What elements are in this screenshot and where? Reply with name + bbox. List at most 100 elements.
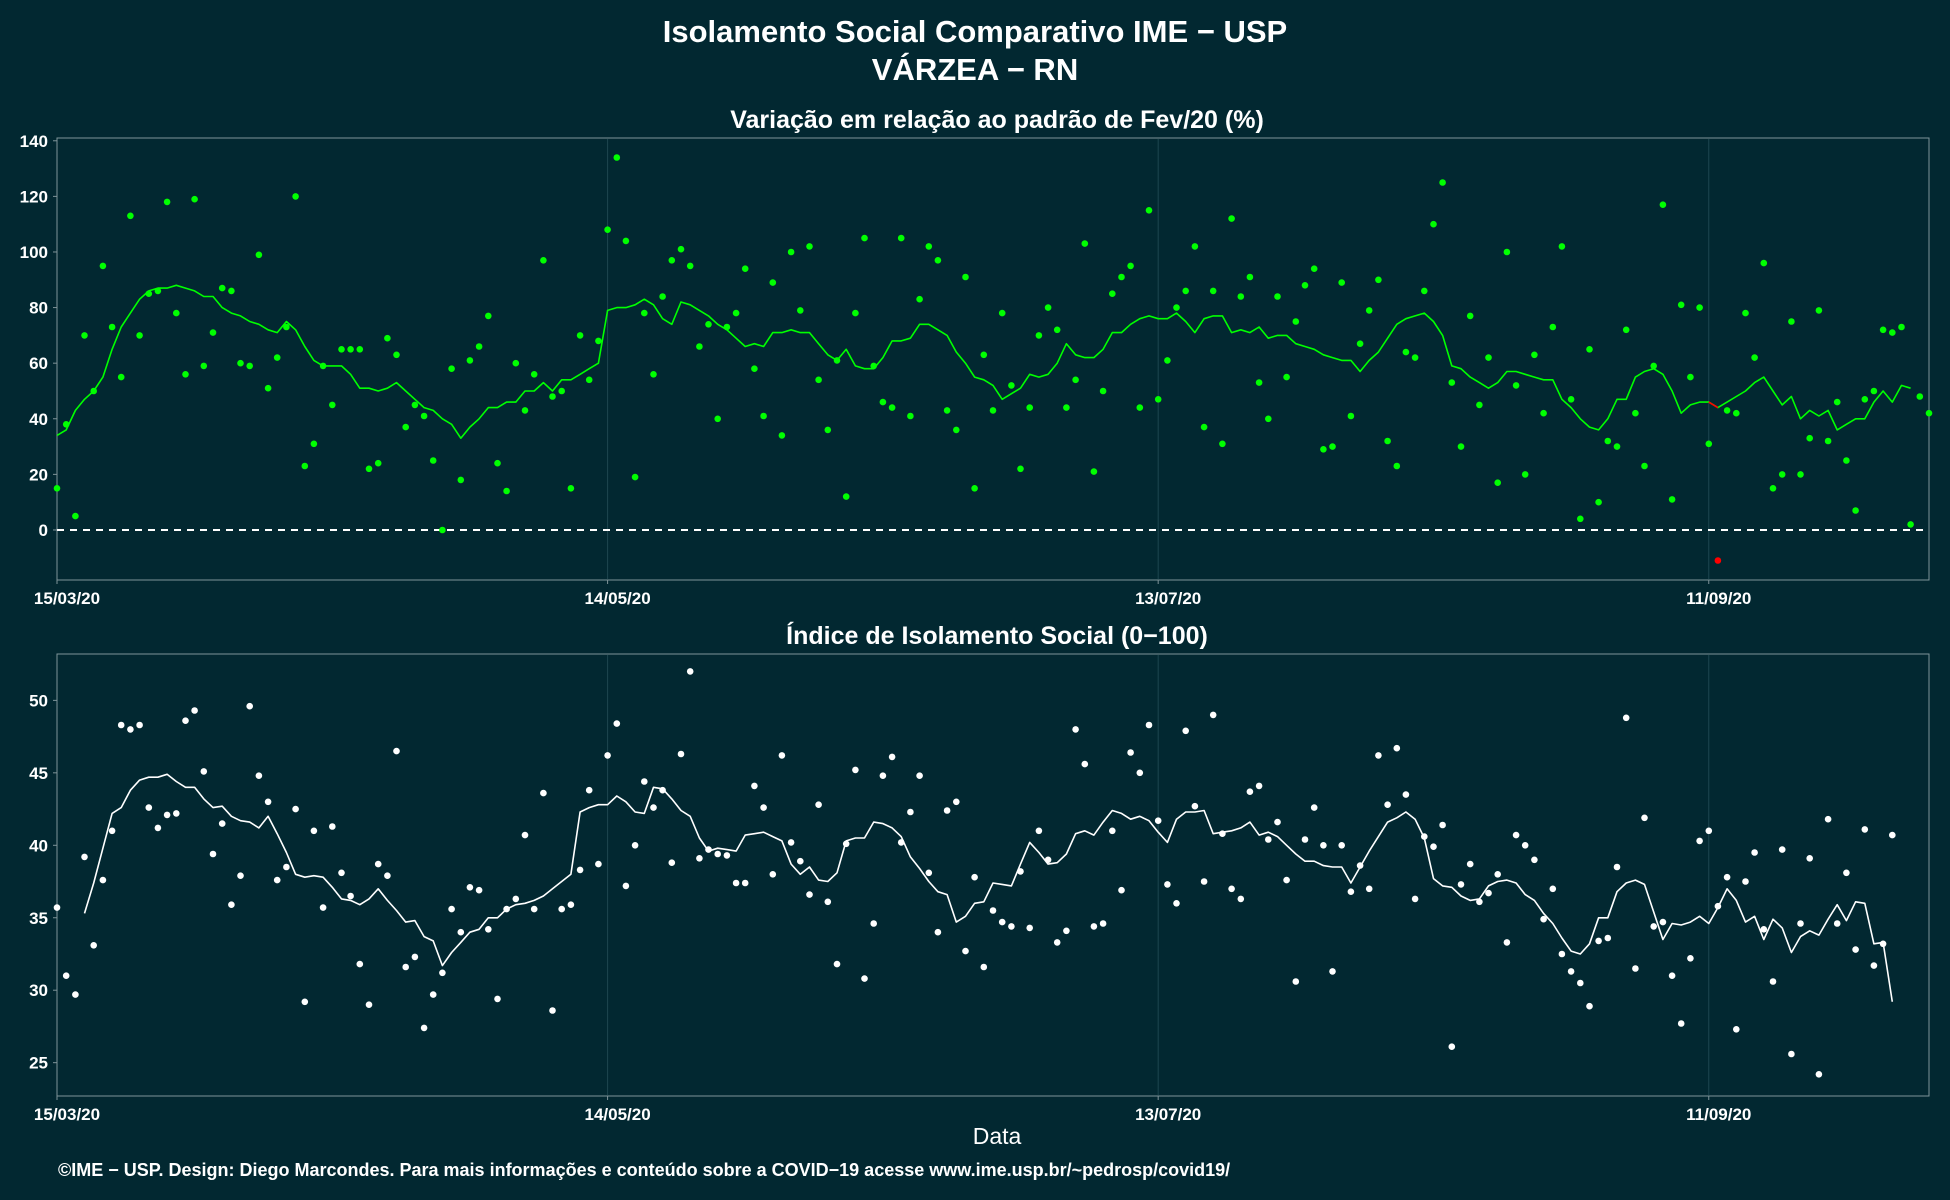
data-point [705, 321, 712, 328]
data-point [72, 991, 79, 998]
data-point [466, 357, 474, 364]
data-point [1586, 1002, 1593, 1010]
data-point [283, 863, 290, 871]
data-point [301, 462, 309, 470]
data-point [1081, 240, 1089, 247]
data-point [916, 295, 923, 303]
data-point [292, 805, 299, 813]
data-point [1549, 885, 1557, 893]
data-point [641, 778, 648, 785]
data-point [1063, 404, 1070, 411]
data-point [1696, 837, 1703, 845]
data-point [641, 309, 648, 317]
data-point [356, 346, 364, 353]
data-point [989, 907, 997, 914]
data-point [1687, 373, 1694, 381]
data-point [897, 839, 905, 846]
data-point [1650, 923, 1657, 930]
data-point [1677, 301, 1685, 309]
data-point [1632, 409, 1639, 417]
data-point [622, 237, 630, 245]
data-point [1246, 788, 1254, 795]
data-point [72, 512, 79, 520]
data-point [218, 284, 226, 292]
data-point [264, 798, 272, 806]
data-point [622, 882, 630, 890]
data-point [1521, 471, 1529, 478]
data-point [117, 721, 125, 729]
data-point [1081, 760, 1089, 768]
data-point [503, 905, 510, 913]
data-point [457, 928, 465, 936]
data-point [402, 423, 410, 431]
data-point [870, 920, 877, 927]
data-point [989, 407, 997, 414]
data-point [604, 752, 611, 759]
data-point [1255, 379, 1263, 386]
data-point [1017, 868, 1024, 875]
data-point [1586, 346, 1593, 353]
data-point [769, 871, 777, 878]
data-point [209, 329, 217, 336]
data-point [1145, 207, 1153, 214]
data-point [540, 789, 547, 797]
data-point [1879, 326, 1887, 334]
data-point [1338, 279, 1345, 286]
data-point [1448, 379, 1456, 386]
data-point [1008, 923, 1015, 930]
data-point [1439, 179, 1446, 186]
data-point [338, 869, 345, 877]
highlight-data-point [1714, 557, 1722, 564]
data-point [429, 991, 437, 998]
data-point [1833, 398, 1841, 406]
data-point [980, 963, 988, 971]
data-point [228, 287, 235, 295]
data-point [1916, 393, 1924, 400]
bottom-panel: 15/03/20 14/05/20 13/07/20 11/09/20 25 30 35 40… [29, 653, 1930, 1124]
data-point [907, 808, 914, 816]
data-point [1457, 881, 1465, 888]
data-point [81, 332, 88, 339]
data-point [1008, 382, 1015, 389]
data-point [1026, 924, 1033, 932]
data-point [81, 853, 88, 861]
data-point [255, 251, 263, 259]
data-point [797, 857, 804, 865]
data-point [1026, 404, 1033, 411]
data-point [1430, 843, 1437, 850]
data-point [191, 707, 198, 714]
y-tick-label: 100 [20, 243, 48, 262]
data-point [1650, 362, 1657, 370]
y-tick-label: 60 [29, 354, 48, 373]
data-point [209, 850, 217, 858]
data-point [760, 412, 767, 420]
data-point [1347, 412, 1355, 420]
data-point [613, 720, 621, 727]
data-point [347, 346, 354, 353]
y-tick-label: 80 [29, 299, 48, 318]
data-point [1769, 978, 1777, 985]
y-tick-label: 50 [29, 691, 48, 710]
data-point [1521, 842, 1529, 849]
bottom-panel-title: Índice de Isolamento Social (0−100) [786, 621, 1208, 650]
data-point [374, 459, 382, 467]
data-point [1778, 471, 1786, 478]
data-point [237, 872, 244, 879]
data-point [1356, 862, 1364, 869]
data-point [1659, 201, 1667, 208]
data-point [1925, 409, 1933, 417]
data-point [1622, 326, 1630, 334]
data-point [1769, 485, 1777, 492]
data-point [1806, 434, 1813, 442]
data-point [1540, 915, 1547, 923]
data-point [1265, 836, 1272, 843]
data-point [1577, 515, 1584, 523]
y-tick-label: 45 [29, 764, 48, 783]
data-point [567, 901, 575, 908]
data-point [1788, 318, 1795, 325]
data-point [907, 412, 914, 420]
data-point [787, 839, 795, 846]
data-point [650, 804, 657, 811]
data-point [1723, 873, 1731, 881]
